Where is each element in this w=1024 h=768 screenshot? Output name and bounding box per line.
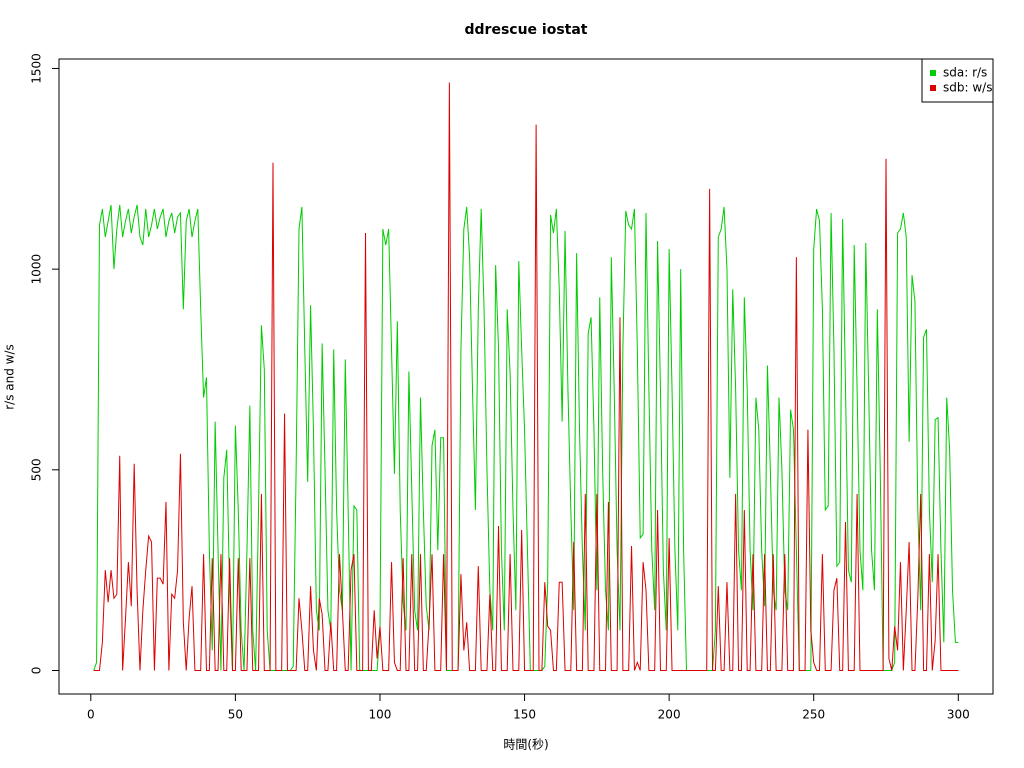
x-tick-label: 0 (87, 708, 95, 722)
line-series (93, 204, 959, 671)
x-axis-label: 時間(秒) (503, 738, 548, 752)
y-tick-label: 1500 (30, 53, 44, 84)
line-series (93, 82, 959, 671)
y-tick-label: 500 (30, 458, 44, 481)
x-tick-label: 150 (513, 708, 536, 722)
x-tick-label: 250 (802, 708, 825, 722)
x-tick-label: 50 (228, 708, 243, 722)
chart-title: ddrescue iostat (465, 22, 588, 38)
legend-box (921, 58, 994, 103)
y-tick-label: 0 (30, 667, 44, 675)
legend-swatch (930, 85, 936, 91)
legend-label: sdb: w/s (943, 81, 992, 95)
plot-frame (58, 58, 994, 695)
legend-label: sda: r/s (943, 66, 987, 80)
x-tick-label: 100 (369, 708, 392, 722)
x-tick-label: 200 (658, 708, 681, 722)
y-axis-label: r/s and w/s (3, 344, 17, 410)
legend-swatch (930, 70, 936, 76)
y-tick-label: 1000 (30, 254, 44, 285)
x-tick-label: 300 (947, 708, 970, 722)
